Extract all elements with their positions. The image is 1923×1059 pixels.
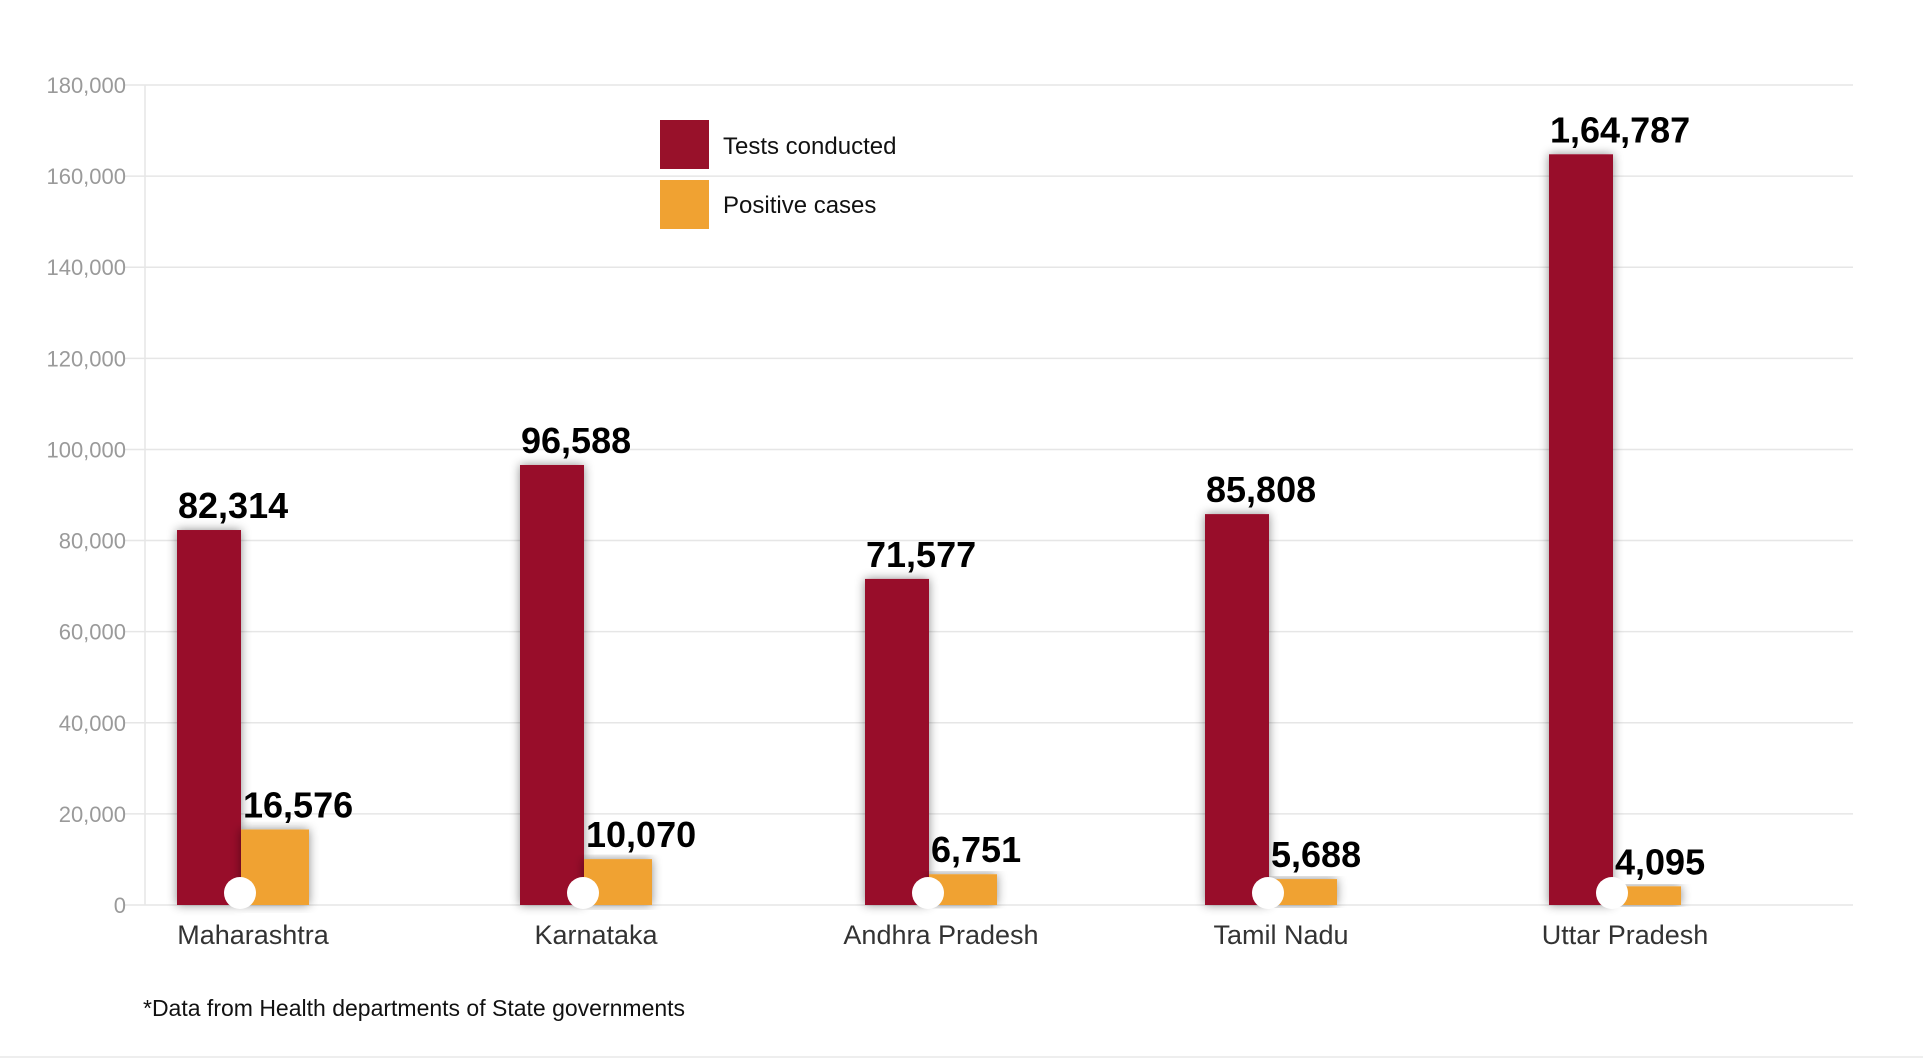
- marker-dot: [1252, 877, 1284, 909]
- y-tick-label: 20,000: [59, 802, 126, 827]
- y-tick-label: 0: [114, 893, 126, 918]
- value-label-positive-cases-uttar-pradesh: 4,095: [1615, 841, 1705, 882]
- y-tick-label: 100,000: [46, 437, 126, 462]
- y-tick-label: 180,000: [46, 73, 126, 98]
- marker-dot: [912, 877, 944, 909]
- x-axis-categories: Maharashtra Karnataka Andhra Pradesh Tamil …: [177, 920, 1708, 950]
- bars: [177, 154, 1681, 909]
- value-label-positive-cases-maharashtra: 16,576: [243, 784, 353, 825]
- y-tick-label: 60,000: [59, 620, 126, 645]
- legend-swatch-tests-conducted: [660, 120, 709, 169]
- bar-tests-conducted-maharashtra: [177, 530, 241, 905]
- y-tick-label: 120,000: [46, 346, 126, 371]
- category-label-karnataka: Karnataka: [534, 920, 658, 950]
- footnote: *Data from Health departments of State g…: [143, 995, 685, 1021]
- bar-tests-conducted-tamil-nadu: [1205, 514, 1269, 905]
- value-label-tests-conducted-uttar-pradesh: 1,64,787: [1550, 109, 1690, 150]
- value-labels: 82,314 16,576 96,588 10,070 71,577 6,751 85,80…: [178, 109, 1705, 882]
- bar-tests-conducted-karnataka: [520, 464, 584, 905]
- value-label-positive-cases-karnataka: 10,070: [586, 814, 696, 855]
- marker-dot: [1596, 877, 1628, 909]
- bar-tests-conducted-uttar-pradesh: [1549, 154, 1613, 906]
- bar-tests-conducted-andhra-pradesh: [865, 578, 929, 905]
- value-label-tests-conducted-tamil-nadu: 85,808: [1206, 469, 1316, 510]
- category-label-uttar-pradesh: Uttar Pradesh: [1542, 920, 1709, 950]
- value-label-tests-conducted-andhra-pradesh: 71,577: [866, 534, 976, 575]
- bar-positive-cases-uttar-pradesh: [1613, 886, 1681, 905]
- legend: Tests conducted Positive cases: [660, 120, 896, 229]
- y-axis-ticks: 0 20,000 40,000 60,000 80,000 100,000 120,000 1…: [46, 73, 126, 918]
- y-tick-label: 140,000: [46, 255, 126, 280]
- category-label-tamil-nadu: Tamil Nadu: [1213, 920, 1348, 950]
- value-label-tests-conducted-maharashtra: 82,314: [178, 485, 288, 526]
- y-tick-label: 160,000: [46, 164, 126, 189]
- value-label-tests-conducted-karnataka: 96,588: [521, 420, 631, 461]
- legend-label-tests-conducted: Tests conducted: [723, 133, 896, 160]
- value-label-positive-cases-andhra-pradesh: 6,751: [931, 829, 1021, 870]
- value-label-positive-cases-tamil-nadu: 5,688: [1271, 834, 1361, 875]
- y-tick-label: 80,000: [59, 529, 126, 554]
- legend-label-positive-cases: Positive cases: [723, 192, 876, 219]
- legend-swatch-positive-cases: [660, 180, 709, 229]
- y-tick-label: 40,000: [59, 711, 126, 736]
- category-label-maharashtra: Maharashtra: [177, 920, 330, 950]
- marker-dot: [567, 877, 599, 909]
- category-label-andhra-pradesh: Andhra Pradesh: [843, 920, 1038, 950]
- marker-dot: [224, 877, 256, 909]
- gridlines: [125, 84, 1853, 906]
